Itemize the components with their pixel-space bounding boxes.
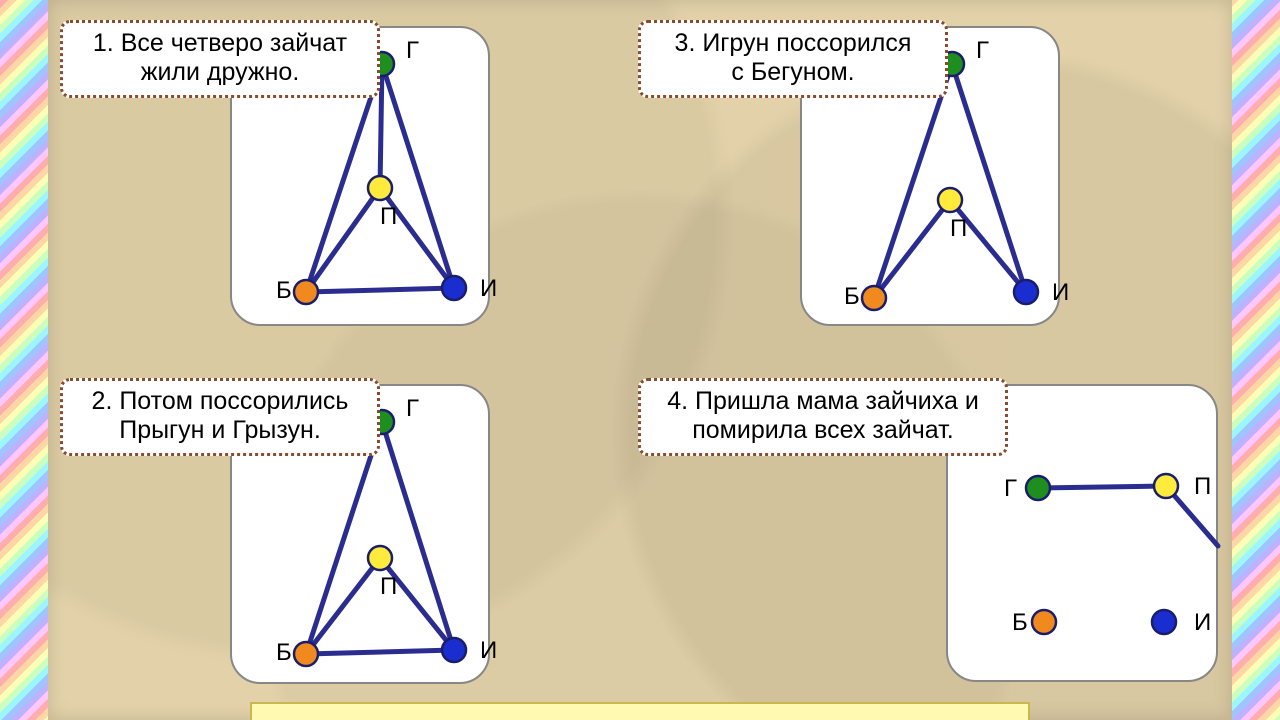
node-label-P: П <box>380 573 397 600</box>
caption-2: 2. Потом поссорилисьПрыгун и Грызун. <box>60 378 380 456</box>
edge-G-B <box>306 64 382 292</box>
node-B <box>294 642 318 666</box>
edge-P-I <box>380 558 454 650</box>
node-I <box>442 276 466 300</box>
node-I <box>1014 280 1038 304</box>
node-B <box>862 286 886 310</box>
node-I <box>442 638 466 662</box>
node-label-B: Б <box>1012 609 1028 636</box>
node-label-G: Г <box>1004 475 1017 502</box>
edge-G-I <box>382 64 454 288</box>
caption-3: 3. Игрун поссорилсяс Бегуном. <box>638 20 948 98</box>
node-P <box>938 188 962 212</box>
node-label-B: Б <box>276 277 292 304</box>
node-label-G: Г <box>976 37 989 64</box>
caption-line1: 3. Игрун поссорился <box>655 29 931 58</box>
edge-G-B <box>874 64 952 298</box>
node-label-G: Г <box>406 37 419 64</box>
caption-line2: жили дружно. <box>77 58 363 87</box>
bottom-accent-strip <box>250 702 1030 720</box>
edge-G-P <box>1038 486 1166 488</box>
node-label-I: И <box>480 275 497 302</box>
node-P <box>1154 474 1178 498</box>
node-P <box>368 546 392 570</box>
edge-G-I <box>952 64 1026 292</box>
node-P <box>368 176 392 200</box>
caption-line2: помирила всех зайчат. <box>655 416 991 445</box>
caption-line2: с Бегуном. <box>655 58 931 87</box>
edge-P-B <box>874 200 950 298</box>
node-label-B: Б <box>276 639 292 666</box>
caption-1: 1. Все четверо зайчатжили дружно. <box>60 20 380 98</box>
node-label-I: И <box>1194 609 1211 636</box>
edge-B-I <box>306 650 454 654</box>
node-I <box>1152 610 1176 634</box>
caption-line2: Прыгун и Грызун. <box>77 416 363 445</box>
edge-B-I <box>306 288 454 292</box>
node-B <box>1032 610 1056 634</box>
node-B <box>294 280 318 304</box>
edge-G-P <box>380 64 382 188</box>
node-label-G: Г <box>406 395 419 422</box>
edge-P-B <box>306 188 380 292</box>
edge-G-B <box>306 422 382 654</box>
node-label-P: П <box>950 215 967 242</box>
node-label-I: И <box>1052 279 1069 306</box>
node-label-P: П <box>1194 473 1211 500</box>
edge-G-I <box>382 422 454 650</box>
node-label-I: И <box>480 637 497 664</box>
caption-line1: 4. Пришла мама зайчиха и <box>655 387 991 416</box>
edge-P-B <box>306 558 380 654</box>
node-label-P: П <box>380 203 397 230</box>
node-label-B: Б <box>844 283 860 310</box>
node-G <box>1026 476 1050 500</box>
caption-4: 4. Пришла мама зайчиха ипомирила всех за… <box>638 378 1008 456</box>
caption-line1: 1. Все четверо зайчат <box>77 29 363 58</box>
caption-line1: 2. Потом поссорились <box>77 387 363 416</box>
edge-P-I <box>950 200 1026 292</box>
